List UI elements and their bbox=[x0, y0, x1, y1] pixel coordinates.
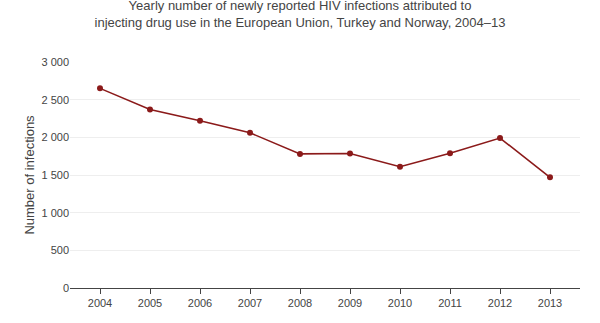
svg-text:1 000: 1 000 bbox=[41, 207, 69, 219]
svg-text:2009: 2009 bbox=[338, 297, 362, 309]
svg-text:2 500: 2 500 bbox=[41, 94, 69, 106]
svg-text:2008: 2008 bbox=[288, 297, 312, 309]
svg-text:2012: 2012 bbox=[488, 297, 512, 309]
svg-text:2013: 2013 bbox=[538, 297, 562, 309]
svg-text:2011: 2011 bbox=[438, 297, 462, 309]
svg-text:Yearly number of newly reporte: Yearly number of newly reported HIV infe… bbox=[95, 0, 506, 30]
svg-text:2005: 2005 bbox=[138, 297, 162, 309]
svg-text:2007: 2007 bbox=[238, 297, 262, 309]
svg-text:2010: 2010 bbox=[388, 297, 412, 309]
svg-text:0: 0 bbox=[63, 282, 69, 294]
svg-text:500: 500 bbox=[51, 244, 69, 256]
svg-text:2 000: 2 000 bbox=[41, 131, 69, 143]
svg-text:2006: 2006 bbox=[188, 297, 212, 309]
svg-text:Number of infections: Number of infections bbox=[22, 115, 37, 235]
svg-text:3 000: 3 000 bbox=[41, 56, 69, 68]
svg-text:2004: 2004 bbox=[88, 297, 112, 309]
svg-text:1 500: 1 500 bbox=[41, 169, 69, 181]
